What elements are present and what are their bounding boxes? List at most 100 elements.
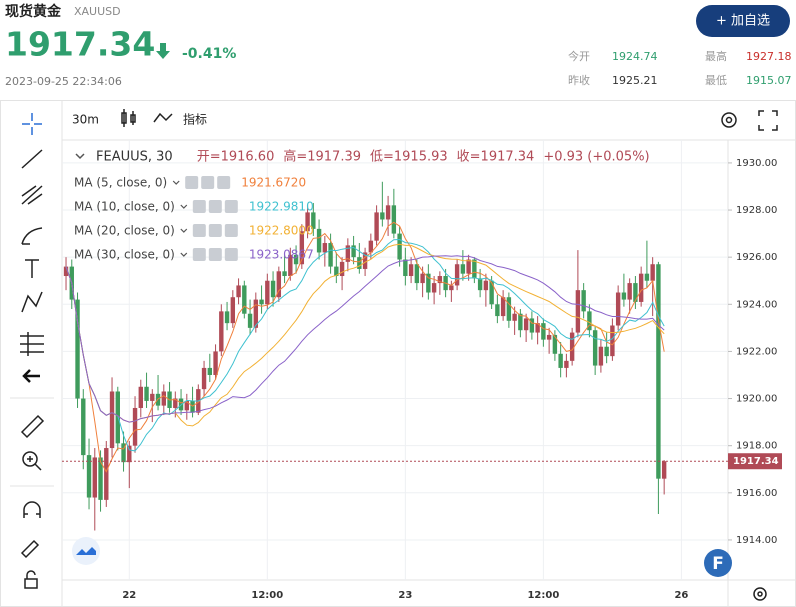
lock-draw-tool[interactable] — [20, 539, 40, 559]
indicator-value: 1923.0867 — [249, 248, 314, 262]
indicator-button — [208, 224, 222, 237]
candle-body — [575, 290, 581, 333]
candle-body — [213, 351, 218, 375]
candle-body — [506, 297, 512, 321]
ma-line — [65, 221, 665, 473]
button-bg[interactable] — [696, 5, 790, 37]
back-tool[interactable] — [22, 369, 40, 383]
collapse-icon — [75, 153, 85, 160]
candle-body — [368, 240, 374, 253]
ma-line — [65, 255, 665, 423]
candle-body — [644, 273, 650, 281]
candle-body — [495, 304, 500, 317]
candle-body — [345, 245, 351, 262]
line-tool[interactable] — [21, 149, 43, 169]
candle-body — [219, 311, 224, 352]
candle-body — [518, 313, 523, 331]
indicator-button — [201, 176, 215, 189]
candle-body — [334, 266, 339, 277]
candle-body — [75, 299, 80, 399]
stat-value: 1924.74 — [612, 50, 658, 63]
crosshair-tool[interactable] — [22, 113, 42, 135]
axis-settings[interactable] — [753, 587, 767, 601]
candle-body — [650, 264, 655, 281]
candle-body — [541, 323, 546, 340]
candle-body — [63, 266, 69, 277]
candle-body — [230, 297, 236, 324]
indicator-name: MA (5, close, 0) — [74, 176, 167, 190]
candle-body — [374, 212, 379, 241]
candle-body — [253, 299, 259, 328]
brand-logo — [72, 537, 100, 565]
last-price-tag — [728, 453, 782, 470]
candle-icon[interactable] — [121, 109, 136, 127]
drawing-tools — [10, 113, 54, 589]
candle-body — [569, 332, 575, 361]
candle-body — [615, 292, 621, 326]
candle-body — [132, 407, 138, 446]
x-tick-label: 12:00 — [527, 590, 559, 601]
f-badge[interactable]: F — [704, 549, 732, 577]
stat-label: 最高 — [705, 49, 727, 63]
settings-icon[interactable] — [721, 112, 737, 128]
candle-body — [98, 457, 103, 500]
down-arrow — [156, 43, 170, 59]
candle-body — [92, 457, 97, 498]
candle-body — [299, 231, 305, 265]
measure-tool[interactable] — [20, 332, 44, 356]
candle-body — [81, 398, 86, 456]
y-tick-label: 1922.00 — [736, 346, 777, 357]
candle-body — [316, 228, 322, 253]
candle-body — [460, 264, 466, 274]
ruler-tool[interactable] — [20, 414, 45, 439]
indicator-button — [224, 200, 238, 213]
candle-body — [242, 285, 247, 314]
indicators-button[interactable]: 指标 — [183, 112, 207, 127]
indicator-name: MA (10, close, 0) — [74, 200, 175, 214]
candle-body — [288, 254, 293, 277]
indicator-button — [208, 200, 222, 213]
candle-body — [293, 254, 299, 265]
candle-body — [282, 271, 287, 277]
ohlc-label: 高=1917.39 — [283, 149, 361, 165]
candle-body — [529, 318, 535, 333]
text-tool[interactable] — [25, 259, 39, 278]
indicator-icon[interactable] — [153, 112, 173, 123]
indicator-button — [192, 200, 206, 213]
magnet-tool[interactable] — [23, 501, 41, 518]
interval[interactable]: 30m — [72, 113, 99, 127]
price: 1917.34 — [5, 25, 155, 64]
indicator-value: 1922.8000 — [249, 224, 314, 238]
fullscreen-icon[interactable] — [758, 110, 778, 131]
fib-tool[interactable] — [21, 185, 43, 205]
candle-body — [138, 386, 143, 408]
candle-body — [552, 334, 558, 354]
zoom-tool[interactable] — [22, 451, 42, 471]
candle-body — [173, 398, 178, 408]
candle-body — [604, 346, 609, 357]
button-label[interactable]: + 加自选 — [716, 14, 770, 29]
candle-body — [437, 276, 443, 284]
candle-body — [201, 367, 207, 390]
add-watch-button[interactable]: + 加自选 — [696, 5, 790, 37]
candle-body — [472, 259, 477, 279]
candle-body — [104, 448, 109, 500]
candle-body — [408, 264, 414, 277]
svg-text:F: F — [712, 554, 724, 574]
candle-body — [322, 243, 328, 253]
candle-body — [656, 264, 661, 479]
candle-body — [621, 292, 627, 300]
title: 现货黄金 — [5, 3, 62, 20]
lock-tool[interactable] — [24, 570, 38, 589]
ohlc-label: +0.93 (+0.05%) — [543, 150, 649, 165]
stat-value: 1927.18 — [746, 50, 792, 63]
candle-body — [546, 334, 552, 340]
candle-body — [500, 297, 506, 317]
candle-body — [305, 212, 310, 232]
brush-tool[interactable] — [21, 227, 43, 245]
indicator-menu — [180, 228, 188, 233]
candle-body — [489, 280, 494, 305]
candle-body — [207, 367, 213, 375]
pattern-tool[interactable] — [21, 291, 43, 313]
